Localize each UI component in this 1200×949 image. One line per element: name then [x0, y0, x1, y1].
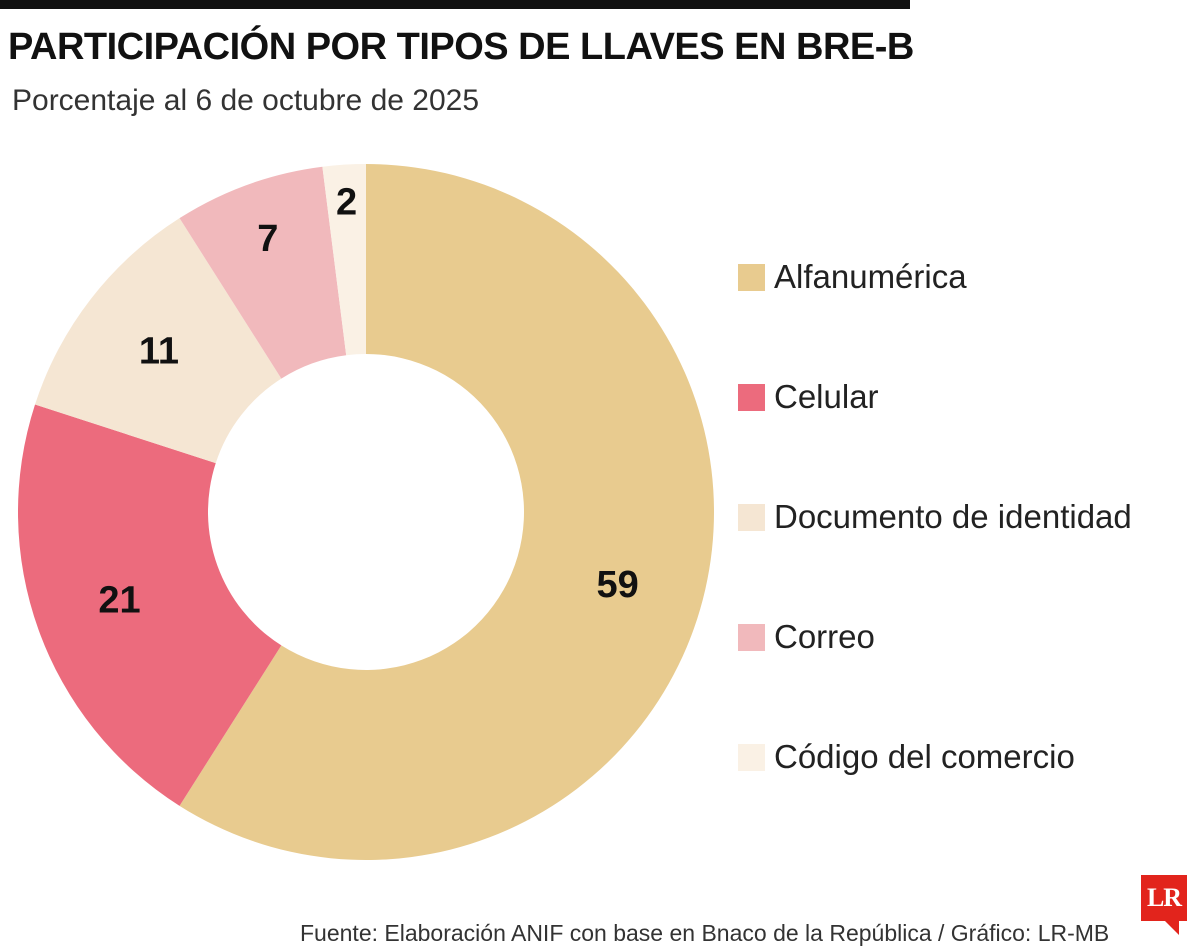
legend-item-documento-de-identidad: Documento de identidad [738, 492, 1198, 542]
source-note: Fuente: Elaboración ANIF con base en Bna… [300, 920, 1110, 946]
legend-label: Correo [774, 618, 875, 655]
slice-value-label: 21 [98, 580, 140, 622]
donut-chart: 59 21 11 7 2 [17, 164, 715, 860]
legend-label: Celular [774, 378, 879, 415]
legend: Alfanumérica Celular Documento de identi… [738, 252, 1198, 852]
legend-swatch [738, 383, 765, 411]
legend-swatch [738, 623, 765, 651]
donut-slice-labels: 59 21 11 7 2 [98, 182, 638, 622]
legend-item-codigo-del-comercio: Código del comercio [738, 732, 1198, 782]
legend-label: Documento de identidad [774, 498, 1132, 535]
legend-label: Código del comercio [774, 738, 1075, 775]
legend-label: Alfanumérica [774, 258, 967, 295]
donut-slices [17, 164, 715, 860]
donut-slice-alfanumerica [179, 164, 715, 860]
slice-value-label: 11 [139, 330, 179, 372]
legend-item-celular: Celular [738, 372, 1198, 422]
chart-subtitle: Porcentaje al 6 de octubre de 2025 [12, 84, 480, 117]
lr-logo: LR [1141, 875, 1187, 935]
donut-slice-documento-de-identidad [35, 218, 282, 464]
slice-value-label: 59 [596, 564, 638, 606]
legend-item-alfanumerica: Alfanumérica [738, 252, 1198, 302]
legend-swatch [738, 743, 765, 771]
slice-value-label: 7 [257, 218, 278, 260]
donut-slice-celular [17, 404, 282, 806]
chart-title: PARTICIPACIÓN POR TIPOS DE LLAVES EN BRE… [8, 26, 914, 68]
donut-slice-correo [179, 166, 347, 379]
donut-slice-codigo-del-comercio [322, 164, 366, 356]
legend-swatch [738, 263, 765, 291]
legend-item-correo: Correo [738, 612, 1198, 662]
top-rule [0, 0, 910, 9]
legend-swatch [738, 503, 765, 531]
slice-value-label: 2 [336, 182, 357, 224]
